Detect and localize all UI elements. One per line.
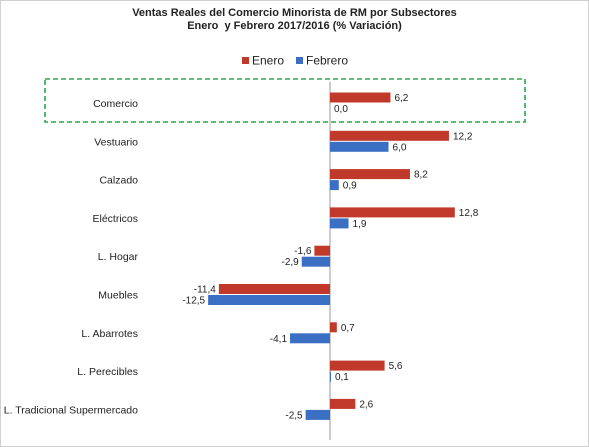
category-label: Vestuario xyxy=(94,136,138,148)
bar-enero xyxy=(314,245,330,256)
category-label: L. Abarrotes xyxy=(81,328,138,340)
bar-enero xyxy=(330,360,385,371)
bar-febrero xyxy=(301,256,330,267)
bar-enero xyxy=(330,169,410,180)
chart-subtitle: Enero y Febrero 2017/2016 (% Variación) xyxy=(187,20,402,32)
data-label-enero: 12,8 xyxy=(459,208,479,219)
category-label: Eléctricos xyxy=(92,213,138,225)
category-label: L. Tradicional Supermercado xyxy=(4,404,138,416)
bar-enero xyxy=(330,322,337,333)
data-label-febrero: 0,0 xyxy=(334,104,348,115)
category-label: Comercio xyxy=(93,98,138,110)
bar-enero xyxy=(330,130,449,141)
highlight-box xyxy=(44,78,526,123)
category-label: L. Hogar xyxy=(98,251,139,263)
bar-febrero xyxy=(290,333,330,344)
data-label-febrero: -2,5 xyxy=(285,410,303,421)
data-label-enero: 5,6 xyxy=(389,361,403,372)
legend-swatch-enero xyxy=(242,57,249,64)
data-label-enero: 12,2 xyxy=(453,131,473,142)
bar-febrero xyxy=(330,180,339,191)
data-label-febrero: 0,1 xyxy=(335,372,349,383)
data-label-febrero: -4,1 xyxy=(270,334,288,345)
data-label-febrero: 0,9 xyxy=(343,181,357,192)
bar-enero xyxy=(330,207,455,218)
data-label-enero: 8,2 xyxy=(414,170,428,181)
data-label-enero: -11,4 xyxy=(194,285,216,296)
data-label-febrero: -12,5 xyxy=(182,296,205,307)
category-label: Muebles xyxy=(98,290,138,302)
bar-enero xyxy=(218,284,330,294)
chart-title-block: Ventas Reales del Comercio Minorista de … xyxy=(0,7,589,33)
data-label-enero: -1,6 xyxy=(294,246,312,257)
data-label-febrero: 1,9 xyxy=(353,219,367,230)
bar-febrero xyxy=(305,409,330,420)
category-label: Calzado xyxy=(99,175,138,187)
bar-febrero xyxy=(330,218,349,229)
legend-label-febrero: Febrero xyxy=(306,54,348,68)
data-label-enero: 0,7 xyxy=(341,323,355,334)
bar-enero xyxy=(330,398,356,409)
data-label-enero: 6,2 xyxy=(394,93,408,104)
category-label: L. Perecibles xyxy=(77,366,138,378)
data-label-enero: 2,6 xyxy=(359,399,373,410)
chart-title: Ventas Reales del Comercio Minorista de … xyxy=(132,7,457,19)
bar-enero xyxy=(330,92,391,103)
legend-swatch-febrero xyxy=(296,57,303,64)
data-label-febrero: -2,9 xyxy=(281,257,299,268)
bar-febrero xyxy=(330,371,331,382)
legend-label-enero: Enero xyxy=(252,54,284,68)
data-label-febrero: 6,0 xyxy=(393,142,407,153)
bar-febrero xyxy=(330,141,389,152)
bar-febrero xyxy=(208,295,330,305)
